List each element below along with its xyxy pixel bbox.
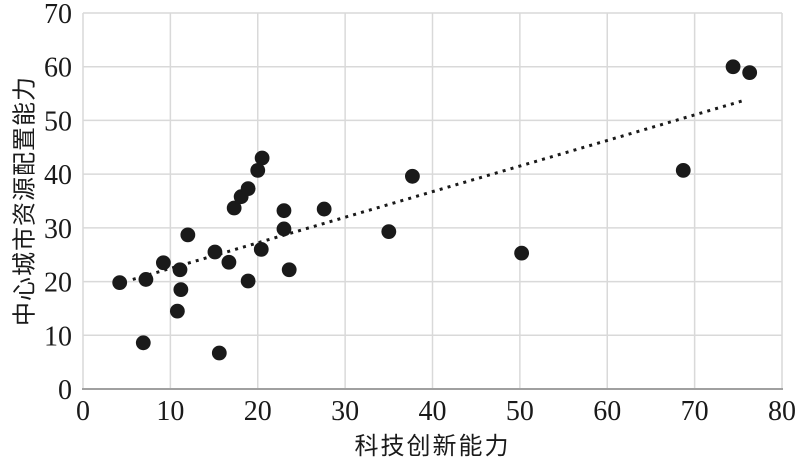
y-tick-label: 50 — [44, 106, 72, 137]
data-point — [253, 241, 269, 257]
x-axis-title: 科技创新能力 — [354, 434, 511, 460]
y-tick-label: 60 — [44, 53, 72, 84]
x-tick-label: 60 — [593, 396, 621, 427]
y-tick-label: 20 — [44, 268, 72, 299]
data-point — [276, 221, 292, 237]
y-tick-label: 10 — [44, 321, 72, 352]
data-point — [742, 65, 758, 81]
data-point — [250, 162, 266, 178]
data-point — [135, 335, 151, 351]
trendline-dotted — [132, 99, 744, 281]
data-point — [169, 303, 185, 319]
x-tick-label: 50 — [506, 396, 534, 427]
data-point — [173, 282, 189, 298]
data-point — [221, 254, 237, 270]
x-tick-label: 70 — [681, 396, 709, 427]
data-point — [226, 200, 242, 216]
data-point — [155, 255, 171, 271]
data-point — [725, 59, 741, 75]
y-tick-label: 0 — [58, 375, 72, 406]
data-point — [207, 244, 223, 260]
data-point — [514, 245, 530, 261]
data-point — [211, 345, 227, 361]
data-point — [281, 262, 297, 278]
x-tick-label: 80 — [768, 396, 796, 427]
data-point — [381, 224, 397, 240]
y-axis-title: 中心城市资源配置能力 — [12, 76, 39, 326]
data-point — [172, 262, 188, 278]
x-tick-label: 30 — [331, 396, 359, 427]
data-point — [138, 272, 154, 287]
y-tick-label: 40 — [44, 160, 72, 191]
data-point — [316, 201, 332, 217]
data-point — [112, 275, 128, 291]
x-tick-label: 0 — [76, 396, 90, 427]
x-tick-label: 40 — [419, 396, 447, 427]
y-tick-label: 30 — [44, 214, 72, 245]
data-point — [276, 203, 292, 219]
y-tick-label: 70 — [44, 0, 72, 30]
x-tick-label: 20 — [244, 396, 272, 427]
data-point — [254, 150, 270, 166]
data-point — [180, 227, 196, 243]
data-point — [675, 162, 691, 178]
x-tick-label: 10 — [156, 396, 184, 427]
data-point — [240, 181, 256, 197]
data-point — [405, 168, 420, 184]
data-point — [240, 273, 256, 289]
